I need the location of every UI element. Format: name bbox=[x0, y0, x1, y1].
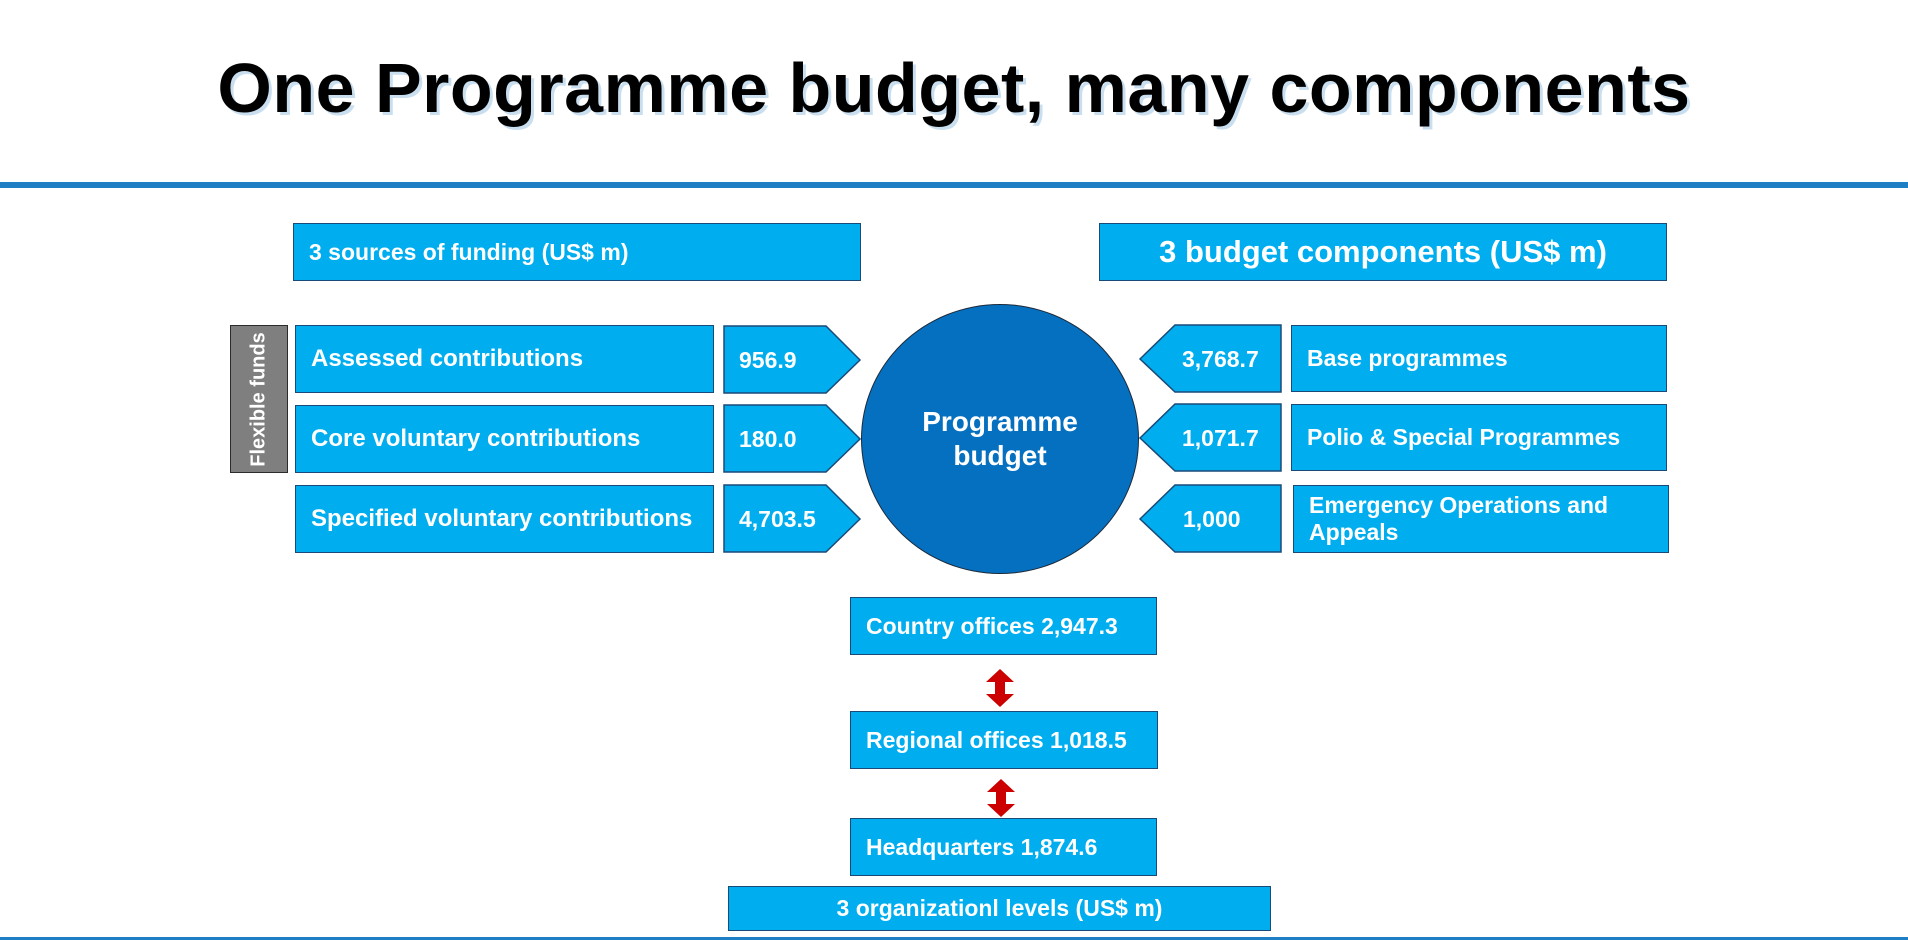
source-value-specified-voluntary: 4,703.5 bbox=[739, 505, 816, 532]
source-value-arrow bbox=[723, 325, 862, 394]
component-value-arrow bbox=[1138, 484, 1282, 553]
funding-header: 3 sources of funding (US$ m) bbox=[293, 223, 861, 281]
double-arrow-icon bbox=[987, 779, 1015, 817]
level-regional-offices: Regional offices 1,018.5 bbox=[850, 711, 1158, 769]
component-value-emergency: 1,000 bbox=[1183, 505, 1241, 532]
source-value-core-voluntary: 180.0 bbox=[739, 425, 797, 452]
bottom-divider bbox=[0, 937, 1908, 940]
level-headquarters: Headquarters 1,874.6 bbox=[850, 818, 1157, 876]
double-arrow-icon bbox=[986, 669, 1014, 707]
component-value-arrow bbox=[1138, 324, 1282, 393]
source-assessed: Assessed contributions bbox=[295, 325, 714, 393]
level-country-offices: Country offices 2,947.3 bbox=[850, 597, 1157, 655]
component-emergency-operations: Emergency Operations and Appeals bbox=[1293, 485, 1669, 553]
component-value-arrow bbox=[1138, 403, 1282, 472]
source-specified-voluntary: Specified voluntary contributions bbox=[295, 485, 714, 553]
levels-footer: 3 organizationl levels (US$ m) bbox=[728, 886, 1271, 931]
flexible-funds-tab: Flexible funds bbox=[230, 325, 288, 473]
programme-budget-circle: Programme budget bbox=[861, 304, 1139, 574]
component-base-programmes: Base programmes bbox=[1291, 325, 1667, 392]
programme-budget-label: Programme budget bbox=[922, 406, 1078, 471]
slide-title: One Programme budget, many components bbox=[217, 49, 1691, 127]
source-core-voluntary: Core voluntary contributions bbox=[295, 405, 714, 473]
component-value-polio: 1,071.7 bbox=[1182, 424, 1259, 451]
component-value-base: 3,768.7 bbox=[1182, 345, 1259, 372]
components-header: 3 budget components (US$ m) bbox=[1099, 223, 1667, 281]
source-value-arrow bbox=[723, 404, 862, 473]
component-polio-special: Polio & Special Programmes bbox=[1291, 404, 1667, 471]
source-value-arrow bbox=[723, 484, 862, 553]
top-divider bbox=[0, 182, 1908, 188]
source-value-assessed: 956.9 bbox=[739, 346, 797, 373]
flexible-funds-label: Flexible funds bbox=[247, 331, 270, 467]
